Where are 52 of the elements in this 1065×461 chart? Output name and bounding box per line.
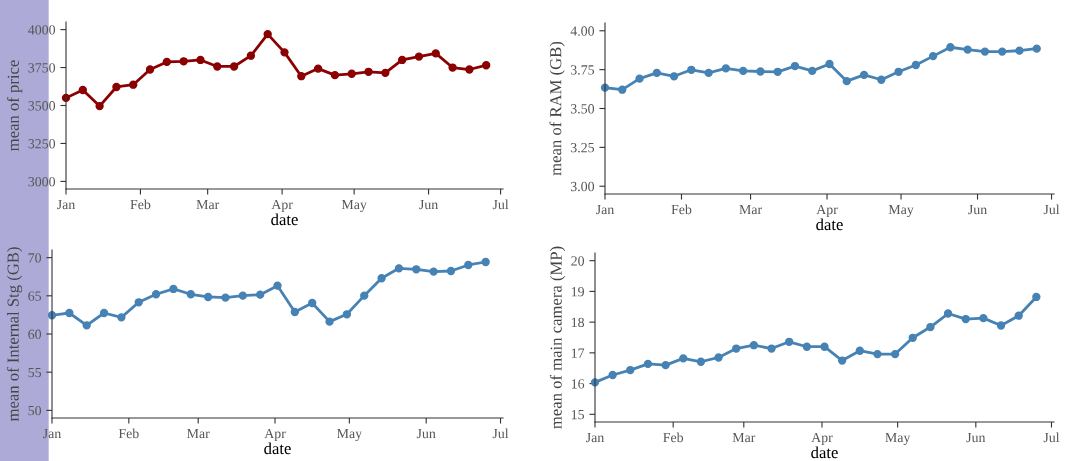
x-tick-label: Apr (811, 432, 833, 446)
y-tick-label: 16 (571, 379, 585, 389)
y-tick-label: 3.50 (570, 104, 595, 114)
x-axis-title: date (264, 442, 291, 455)
x-tick-label: Feb (663, 432, 684, 443)
y-tick-label: 15 (571, 409, 585, 420)
x-tick-label: May (337, 428, 363, 442)
x-tick-label: Jun (968, 204, 987, 215)
x-tick-label: Jul (492, 428, 509, 439)
y-tick-label: 3.25 (570, 142, 595, 153)
y-tick-label: 60 (28, 329, 42, 339)
y-tick-label: 3.00 (570, 181, 595, 192)
y-tick-label: 18 (571, 317, 585, 328)
x-tick-label: Feb (118, 428, 139, 439)
y-tick-label: 55 (28, 367, 42, 378)
x-tick-label: May (885, 432, 911, 446)
y-axis-title: mean of RAM (GB) (549, 41, 565, 176)
y-tick-label: 65 (28, 291, 42, 301)
x-axis-title: date (271, 213, 298, 226)
y-axis-title: mean of main camera (MP) (549, 246, 566, 429)
x-tick-label: Feb (130, 199, 151, 210)
x-tick-label: Mar (196, 199, 220, 210)
x-tick-label: Apr (816, 204, 838, 218)
y-tick-label: 70 (28, 253, 42, 263)
x-tick-label: Jul (1043, 204, 1060, 215)
x-tick-label: Mar (732, 432, 756, 443)
x-tick-label: Mar (739, 204, 762, 215)
x-tick-label: Jul (492, 199, 509, 210)
x-axis-title: date (811, 446, 838, 459)
x-axis-title: date (816, 218, 843, 231)
y-tick-label: 50 (28, 405, 42, 416)
x-tick-label: Apr (271, 199, 293, 213)
x-tick-label: Mar (187, 428, 210, 439)
x-tick-label: Jan (43, 428, 62, 439)
y-tick-label: 17 (571, 348, 585, 358)
y-tick-label: 3.75 (570, 65, 595, 75)
x-tick-label: Jun (416, 428, 436, 439)
y-tick-label: 4.00 (570, 26, 595, 36)
x-tick-label: May (341, 199, 367, 213)
x-tick-label: Jul (1043, 432, 1060, 443)
x-tick-label: Jun (966, 432, 986, 443)
x-tick-label: May (888, 204, 914, 218)
y-axis-title: mean of price (6, 60, 23, 151)
x-tick-label: Jan (57, 199, 76, 210)
x-tick-label: Apr (264, 428, 286, 442)
y-tick-label: 19 (571, 287, 585, 297)
x-tick-label: Jan (596, 204, 615, 215)
y-axis-title: mean of Internal Stg (GB) (6, 247, 23, 422)
x-tick-label: Jun (419, 199, 438, 210)
x-tick-label: Feb (671, 204, 692, 215)
x-tick-label: Jan (586, 432, 605, 443)
y-tick-label: 20 (571, 256, 585, 266)
